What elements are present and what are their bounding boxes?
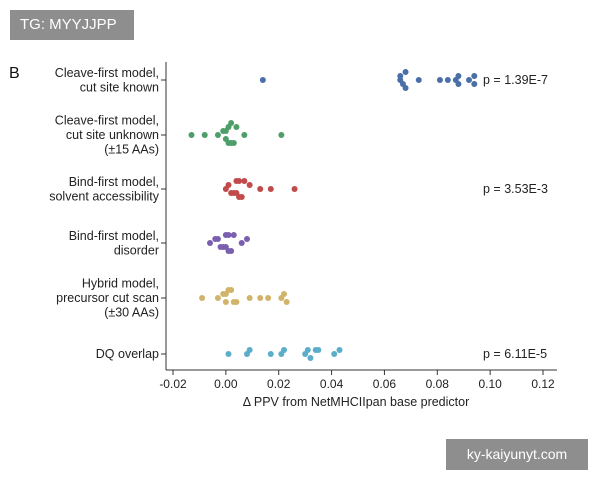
data-point [246,295,253,301]
data-point [244,236,250,242]
category-label: Bind-first model, disorder [69,229,159,258]
category-label-line: (±15 AAs) [104,143,159,157]
p-value-label: p = 3.53E-3 [483,182,548,196]
data-point [222,299,229,305]
x-tick-label: 0.06 [373,377,397,391]
category-label-line: Cleave-first model, [55,114,159,128]
data-point [278,132,285,138]
x-tick-label: 0.02 [267,377,291,391]
data-point [267,351,274,357]
x-tick-label: 0.00 [214,377,238,391]
x-tick-label: 0.08 [426,377,450,391]
data-point [241,178,248,184]
data-point [304,347,311,353]
data-point [238,194,245,200]
data-point [415,77,422,83]
data-point [257,186,264,192]
x-axis-label: Δ PPV from NetMHCIIpan base predictor [243,395,470,409]
data-point [466,77,472,83]
x-tick-label: -0.02 [159,377,187,391]
x-tick-label: 0.12 [531,377,555,391]
data-point [228,248,235,254]
data-point [228,120,235,126]
x-tick-labels: -0.02 0.00 0.02 0.04 0.06 0.08 0.10 0.12 [159,377,555,391]
data-point [471,81,478,87]
data-point [259,77,266,83]
data-point [214,236,221,242]
data-point [315,347,322,353]
data-point [291,186,298,192]
category-label-line: cut site known [80,80,159,94]
data-point [267,186,274,192]
chart-axes [161,62,557,375]
data-point [225,351,232,357]
p-value-labels: p = 1.39E-7 p = 3.53E-3 p = 6.11E-5 [483,73,548,361]
data-point [397,73,404,79]
data-point [230,140,237,146]
category-label-line: precursor cut scan [56,291,159,305]
data-point [233,299,240,305]
data-point [199,295,206,301]
category-label-line: Cleave-first model, [55,66,159,80]
category-label-line: cut site unknown [66,128,159,142]
data-point [214,132,221,138]
data-point [257,295,264,301]
data-point [241,132,248,138]
data-point [307,355,314,361]
category-label: Bind-first model, solvent accessibility [49,175,160,204]
data-point [246,347,253,353]
data-point [471,73,478,79]
panel-letter: B [9,65,20,82]
p-value-label: p = 6.11E-5 [483,347,547,361]
data-point [230,232,237,238]
category-label: DQ overlap [96,347,159,361]
data-point [283,299,290,305]
data-points [188,69,478,361]
category-label: Cleave-first model, cut site unknown (±15 … [55,114,159,157]
data-point [225,232,232,238]
data-point [444,77,451,83]
category-label: Cleave-first model, cut site known [55,66,159,95]
data-point [402,69,409,75]
category-labels: Cleave-first model, cut site knownCleave-… [49,66,160,361]
category-label-line: DQ overlap [96,347,159,361]
data-point [214,295,221,301]
category-label-line: Hybrid model, [82,277,159,291]
data-point [265,295,272,301]
category-label-line: (±30 AAs) [104,306,159,320]
watermark-bottom: ky-kaiyunyt.com [446,439,588,470]
data-point [228,287,235,293]
category-label-line: Bind-first model, [69,175,159,189]
data-point [246,182,253,188]
p-value-label: p = 1.39E-7 [483,73,548,87]
x-tick-label: 0.04 [320,377,344,391]
data-point [281,291,287,297]
category-label-line: Bind-first model, [69,229,159,243]
data-point [281,347,287,353]
category-label: Hybrid model, precursor cut scan (±30 AAs) [56,277,159,320]
data-point [238,240,245,246]
watermark-top: TG: MYYJJPP [10,10,134,40]
data-point [436,77,443,83]
data-point [336,347,343,353]
data-point [233,124,240,130]
category-label-line: disorder [114,243,159,257]
data-point [455,81,462,87]
data-point [207,240,213,246]
data-point [402,85,409,91]
x-tick-label: 0.10 [478,377,502,391]
data-point [188,132,195,138]
data-point [225,182,232,188]
data-point [331,351,338,357]
category-label-line: solvent accessibility [49,189,160,203]
data-point [455,73,462,79]
data-point [236,178,243,184]
data-point [201,132,208,138]
